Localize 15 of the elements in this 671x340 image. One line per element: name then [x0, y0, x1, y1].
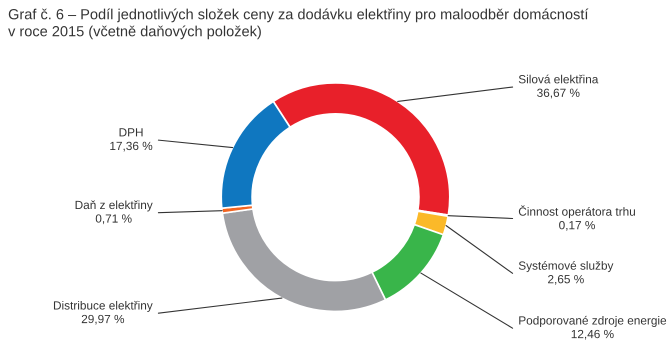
chart-title: Graf č. 6 – Podíl jednotlivých složek ceny za dodávku elektřiny pro maloodběr domácností v roce 2015 (včetně daňových položek)	[8, 8, 588, 40]
data-label: 2,65 %	[548, 275, 584, 285]
data-label: 0,71 %	[96, 214, 132, 224]
data-label: 12,46 %	[572, 330, 614, 340]
data-label: 29,97 %	[82, 314, 124, 325]
slice-label: Distribuce elektřiny	[54, 300, 153, 312]
data-label: 36,67 %	[537, 88, 580, 98]
slice-label: Činnost operátora trhu	[518, 205, 635, 218]
slice-label: Podporované zdroje energie	[519, 316, 666, 327]
slice-label: Silová elektřina	[518, 74, 598, 84]
data-label: 0,17 %	[559, 220, 595, 231]
slice-label: Daň z elektřiny	[76, 200, 153, 212]
slice-label: DPH	[120, 128, 143, 136]
slice-label: Systémové služby	[518, 260, 614, 272]
data-label: 17,36 %	[110, 142, 152, 152]
